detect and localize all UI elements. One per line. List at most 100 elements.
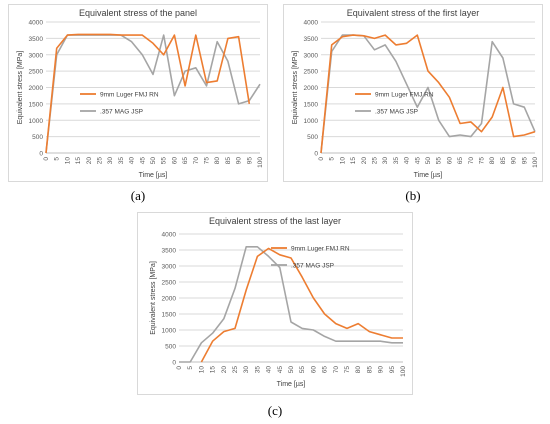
x-tick-label: 20 <box>361 157 368 165</box>
chart-panel-b: Equivalent stress of the first layer 0 50… <box>283 4 543 182</box>
x-tick-label: 35 <box>393 157 400 165</box>
x-tick-label: 70 <box>193 157 200 165</box>
chart-border <box>8 4 268 182</box>
chart-panel-c: Equivalent stress of the last layer 0 500… <box>137 212 413 395</box>
x-tick-label: 35 <box>254 366 261 374</box>
x-tick-label: 5 <box>187 366 194 370</box>
y-tick-label: 1500 <box>29 101 44 108</box>
y-tick-label: 2000 <box>29 85 44 92</box>
x-tick-label: 55 <box>436 157 443 165</box>
y-tick-label: 500 <box>165 344 176 351</box>
y-tick-label: 500 <box>32 134 43 141</box>
chart-border <box>137 212 413 395</box>
y-tick-label: 2500 <box>304 69 319 76</box>
y-tick-label: 1000 <box>304 118 319 125</box>
series-line-luger <box>320 34 536 154</box>
x-tick-label: 25 <box>232 366 239 374</box>
x-tick-label: 0 <box>318 157 325 161</box>
x-tick-label: 40 <box>129 157 136 165</box>
x-tick-label: 85 <box>366 366 373 374</box>
series-line-mag <box>179 246 403 363</box>
x-axis-label: Time [µs] <box>139 172 168 179</box>
panel-label-c: (c) <box>267 403 283 418</box>
panel-label-a: (a) <box>130 188 146 203</box>
chart-title: Equivalent stress of the first layer <box>346 8 480 18</box>
legend-entry: 9mm Luger FMJ RN <box>375 92 434 99</box>
legend-entry: 9mm Luger FMJ RN <box>100 92 159 99</box>
x-tick-label: 100 <box>400 366 407 377</box>
x-tick-label: 50 <box>150 157 157 165</box>
x-tick-label: 15 <box>75 157 82 165</box>
x-tick-label: 45 <box>414 157 421 165</box>
x-tick-label: 5 <box>54 157 61 161</box>
y-tick-label: 2500 <box>162 280 177 287</box>
legend-entry: .357 MAG JSP <box>291 263 334 270</box>
y-tick-label: 3000 <box>29 52 44 59</box>
x-tick-label: 95 <box>246 157 253 165</box>
y-tick-label: 4000 <box>29 20 44 27</box>
x-tick-label: 20 <box>221 366 228 374</box>
x-axis-label: Time [µs] <box>277 381 306 388</box>
x-tick-label: 90 <box>378 366 385 374</box>
x-tick-label: 60 <box>446 157 453 165</box>
x-tick-label: 25 <box>372 157 379 165</box>
y-tick-label: 0 <box>172 360 176 367</box>
y-tick-label: 3500 <box>29 36 44 43</box>
x-tick-label: 80 <box>214 157 221 165</box>
y-tick-label: 3500 <box>304 36 319 43</box>
legend-entry: 9mm Luger FMJ RN <box>291 246 350 253</box>
x-tick-label: 45 <box>139 157 146 165</box>
x-tick-label: 15 <box>210 366 217 374</box>
x-tick-label: 55 <box>299 366 306 374</box>
x-tick-label: 50 <box>425 157 432 165</box>
x-tick-label: 30 <box>243 366 250 374</box>
y-tick-label: 1500 <box>304 101 319 108</box>
x-tick-label: 70 <box>468 157 475 165</box>
x-tick-label: 20 <box>86 157 93 165</box>
y-tick-label: 2000 <box>304 85 319 92</box>
x-tick-label: 80 <box>355 366 362 374</box>
legend-entry: .357 MAG JSP <box>375 109 418 116</box>
y-tick-label: 3500 <box>162 248 177 255</box>
y-tick-label: 1000 <box>162 328 177 335</box>
chart-panel-a: Equivalent stress of the panel 0 500 1000 1… <box>8 4 268 182</box>
legend-entry: .357 MAG JSP <box>100 109 143 116</box>
y-axis-label: Equivalent stress [MPa] <box>150 261 157 335</box>
y-tick-label: 500 <box>307 134 318 141</box>
x-tick-label: 55 <box>161 157 168 165</box>
x-tick-label: 60 <box>171 157 178 165</box>
x-tick-label: 85 <box>500 157 507 165</box>
x-tick-label: 75 <box>479 157 486 165</box>
x-tick-label: 65 <box>182 157 189 165</box>
x-axis-label: Time [µs] <box>414 172 443 179</box>
y-tick-label: 1500 <box>162 312 177 319</box>
x-tick-label: 70 <box>333 366 340 374</box>
x-tick-label: 65 <box>457 157 464 165</box>
x-tick-label: 5 <box>329 157 336 161</box>
x-tick-label: 10 <box>64 157 71 165</box>
x-tick-label: 45 <box>277 366 284 374</box>
y-axis-label: Equivalent stress [MPa] <box>292 51 299 125</box>
y-tick-label: 3000 <box>162 264 177 271</box>
x-tick-label: 25 <box>97 157 104 165</box>
x-tick-label: 75 <box>204 157 211 165</box>
x-tick-label: 30 <box>107 157 114 165</box>
x-tick-label: 95 <box>521 157 528 165</box>
x-tick-label: 95 <box>389 366 396 374</box>
x-tick-label: 75 <box>344 366 351 374</box>
series-line-luger <box>45 33 251 154</box>
y-tick-label: 0 <box>39 151 43 158</box>
x-tick-label: 100 <box>257 157 264 168</box>
x-tick-label: 90 <box>511 157 518 165</box>
x-tick-label: 50 <box>288 366 295 374</box>
y-tick-label: 3000 <box>304 52 319 59</box>
y-tick-label: 2500 <box>29 69 44 76</box>
x-tick-label: 15 <box>350 157 357 165</box>
x-tick-label: 40 <box>266 366 273 374</box>
chart-title: Equivalent stress of the last layer <box>208 216 342 226</box>
y-axis-label: Equivalent stress [MPa] <box>17 51 24 125</box>
x-tick-label: 30 <box>382 157 389 165</box>
